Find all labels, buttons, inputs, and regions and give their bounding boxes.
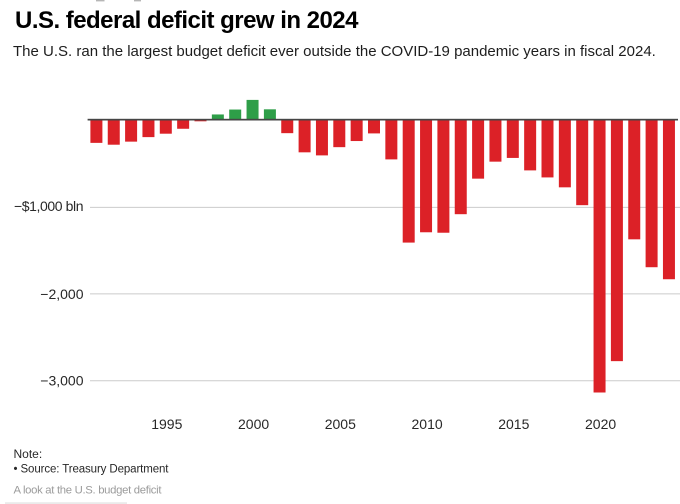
svg-text:2000: 2000 — [238, 416, 269, 432]
svg-text:• Source: Treasury Department: • Source: Treasury Department — [14, 464, 170, 476]
svg-text:Note:: Note: — [14, 447, 43, 461]
svg-text:1995: 1995 — [151, 416, 182, 432]
svg-text:−2,000: −2,000 — [40, 286, 83, 302]
svg-text:−3,000: −3,000 — [40, 372, 83, 388]
svg-text:2010: 2010 — [412, 416, 443, 432]
svg-text:The U.S. ran the largest budge: The U.S. ran the largest budget deficit … — [13, 43, 656, 60]
svg-text:2005: 2005 — [325, 416, 356, 432]
svg-text:−$1,000 bln: −$1,000 bln — [14, 198, 84, 214]
svg-text:2015: 2015 — [498, 416, 529, 432]
svg-text:U.S. federal deficit grew in 2: U.S. federal deficit grew in 2024 — [15, 7, 359, 34]
svg-text:A look at the U.S. budget defi: A look at the U.S. budget deficit — [14, 485, 163, 497]
svg-text:2020: 2020 — [585, 416, 616, 432]
